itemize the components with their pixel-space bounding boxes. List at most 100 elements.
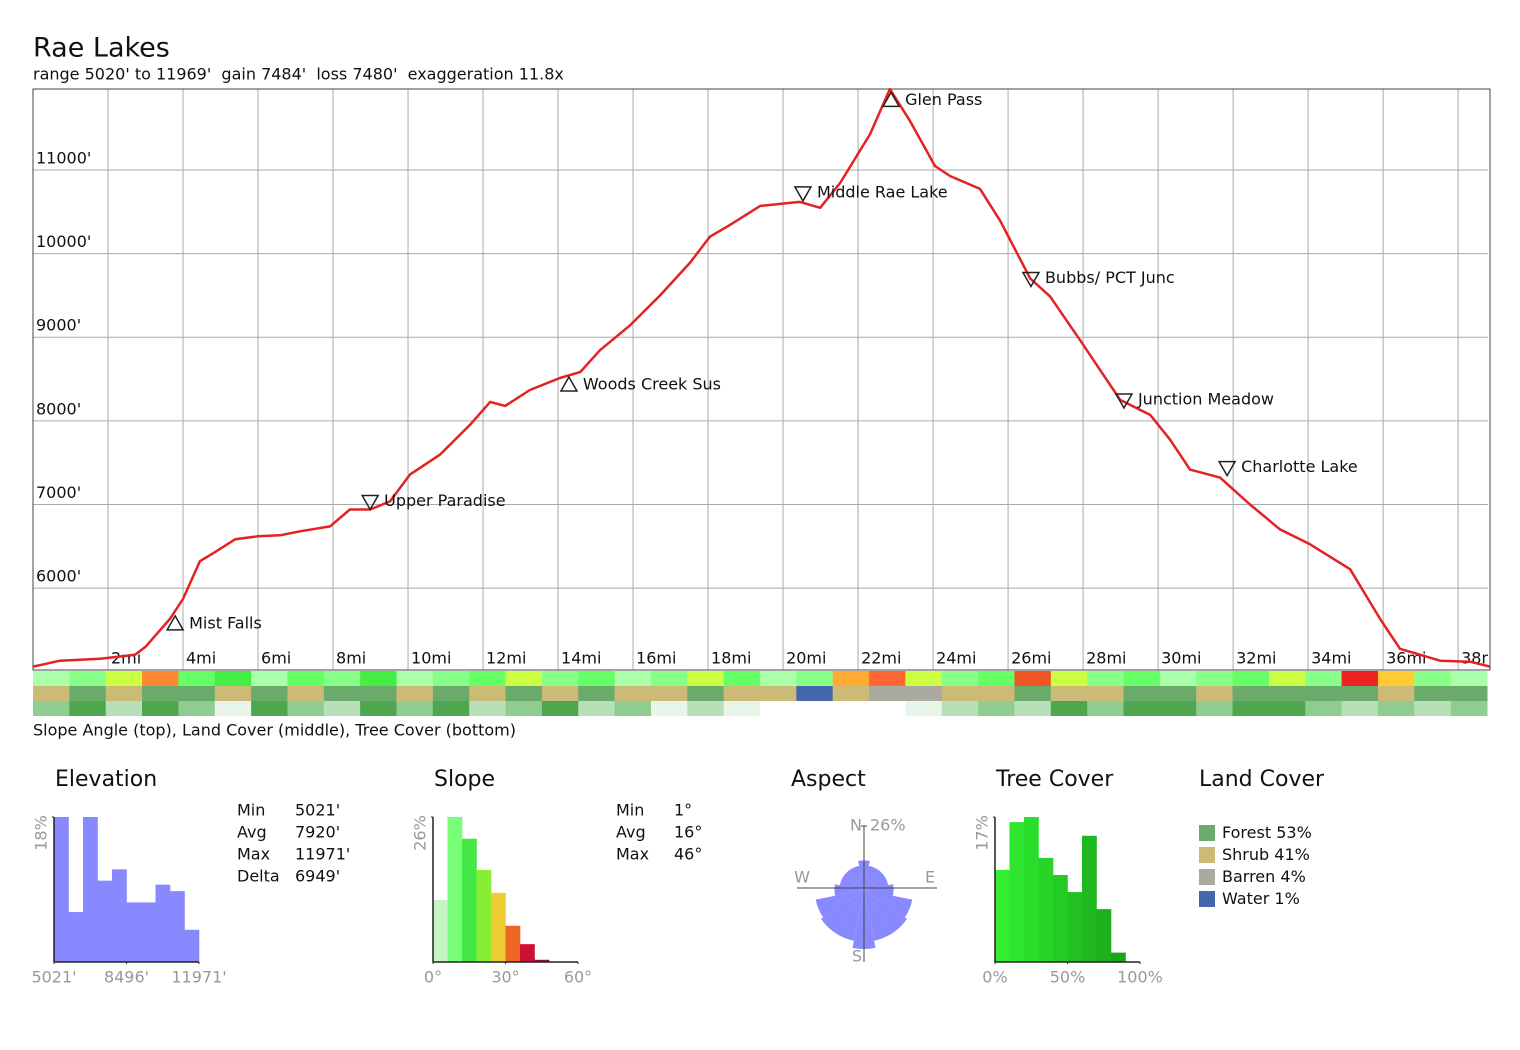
strip-cell xyxy=(432,686,470,701)
strip-cell xyxy=(978,701,1015,716)
strip-cell xyxy=(396,701,434,716)
x-tick-label: 26mi xyxy=(1011,649,1051,668)
stat-value: 11971' xyxy=(295,845,350,864)
rose-wedge xyxy=(864,869,885,890)
stat-value: 1° xyxy=(674,801,692,820)
x-tick-label: 16mi xyxy=(636,649,676,668)
key-label: Barren 4% xyxy=(1222,867,1306,886)
strip-cell xyxy=(578,701,616,716)
strip-cell xyxy=(360,686,397,701)
x-tick-label: 18mi xyxy=(711,649,751,668)
x-tick-label: 2mi xyxy=(111,649,141,668)
strip-cell xyxy=(796,671,834,686)
strip-cell xyxy=(541,701,579,716)
y-tick-label: 18% xyxy=(32,815,51,851)
strip-cell xyxy=(360,701,397,716)
rose-wedge xyxy=(864,865,878,890)
strip-cell xyxy=(832,671,870,686)
strip-cell xyxy=(214,671,252,686)
strip-cell xyxy=(978,686,1015,701)
strip-cell xyxy=(1341,671,1379,686)
panel-title: Elevation xyxy=(55,767,157,792)
waypoint-marker xyxy=(559,375,579,392)
strip-cell xyxy=(650,701,688,716)
strip-cell xyxy=(1341,701,1379,716)
strip-cell xyxy=(142,671,179,686)
hist-bar xyxy=(1082,835,1097,962)
rose-wedge xyxy=(835,890,864,941)
strip-cell xyxy=(323,701,361,716)
strip-cell xyxy=(469,701,507,716)
x-tick-label: 10mi xyxy=(411,649,451,668)
strip-cell xyxy=(1414,671,1452,686)
strip-cell xyxy=(1123,671,1161,686)
stat-label: Max xyxy=(237,845,270,864)
strip-cell xyxy=(905,686,943,701)
stat-value: 16° xyxy=(674,823,702,842)
plot-frame xyxy=(32,88,1491,671)
waypoint-marker xyxy=(793,186,813,203)
rose-wedge xyxy=(850,865,864,890)
strip-cell xyxy=(1305,686,1343,701)
key-swatch xyxy=(1199,869,1215,885)
strip-cell xyxy=(505,671,543,686)
x-tick-label: 8mi xyxy=(336,649,366,668)
strip-cell xyxy=(69,701,107,716)
strip-cell xyxy=(941,701,979,716)
elevation-line xyxy=(33,87,1490,668)
y-tick-label: 11000' xyxy=(36,149,91,168)
hist-bar xyxy=(1038,857,1054,962)
strip-cell xyxy=(723,671,761,686)
strip-cell xyxy=(1341,686,1379,701)
rose-wedge xyxy=(843,869,864,890)
strip-cell xyxy=(687,671,725,686)
strip-cell xyxy=(1050,701,1088,716)
hist-bar xyxy=(54,817,69,962)
waypoint-label: Woods Creek Sus xyxy=(583,374,721,393)
strip-cell xyxy=(1087,701,1124,716)
title: Rae Lakes xyxy=(33,33,170,64)
stat-label: Avg xyxy=(616,823,646,842)
strip-cell xyxy=(760,671,797,686)
strip-cell xyxy=(1377,671,1415,686)
strip-cell xyxy=(251,686,288,701)
key-value: 53% xyxy=(1276,823,1312,842)
strip-cell xyxy=(832,686,870,701)
key-name: Forest xyxy=(1222,823,1271,842)
key-value: 41% xyxy=(1274,845,1310,864)
x-tick-label: 6mi xyxy=(261,649,291,668)
strip-cell xyxy=(614,671,652,686)
x-tick-label: 60° xyxy=(564,968,592,987)
strip-cell xyxy=(323,686,361,701)
strip-cell xyxy=(578,671,616,686)
hist-bar xyxy=(68,912,84,962)
waypoint-label: Charlotte Lake xyxy=(1241,457,1358,476)
hist-bar xyxy=(491,892,506,962)
strip-cell xyxy=(869,671,906,686)
strip-cell xyxy=(1050,686,1088,701)
strip-cell xyxy=(614,701,652,716)
strip-cell xyxy=(760,686,797,701)
y-tick-label: 10000' xyxy=(36,232,91,251)
hist-bar xyxy=(184,929,200,962)
strip-cell xyxy=(1305,701,1343,716)
strip-cell xyxy=(796,686,834,701)
strip-cell xyxy=(941,686,979,701)
strip-cell xyxy=(1050,671,1088,686)
direction-label: N xyxy=(850,816,862,835)
waypoint-label: Middle Rae Lake xyxy=(817,182,948,201)
strip-cell xyxy=(1196,686,1234,701)
strip-cell xyxy=(178,671,216,686)
key-label: Shrub 41% xyxy=(1222,845,1310,864)
stat-value: 5021' xyxy=(295,801,340,820)
waypoint-marker xyxy=(881,90,901,108)
strip-cell xyxy=(287,701,325,716)
strip-cell xyxy=(33,686,70,701)
x-tick-label: 4mi xyxy=(186,649,216,668)
strip-cell xyxy=(978,671,1015,686)
key-swatch xyxy=(1199,847,1215,863)
waypoint-label: Upper Paradise xyxy=(384,491,505,510)
stat-value: 7920' xyxy=(295,823,340,842)
strip-cell xyxy=(360,671,397,686)
strip-cell xyxy=(105,701,143,716)
